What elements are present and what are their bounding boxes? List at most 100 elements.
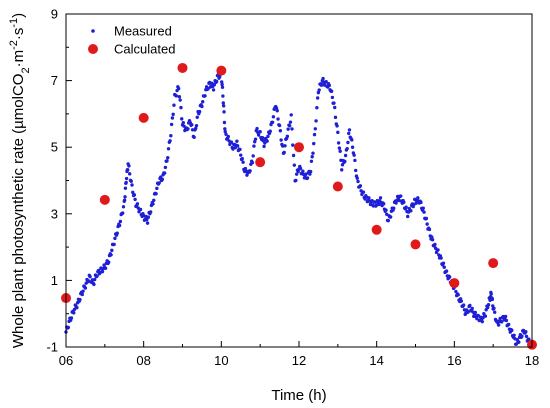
measured-point [110, 248, 114, 253]
measured-point [103, 266, 108, 270]
x-axis-label: Time (h) [271, 387, 326, 404]
measured-point [316, 90, 321, 95]
measured-point [330, 95, 335, 100]
measured-point [461, 303, 466, 307]
measured-point [473, 310, 477, 315]
measured-point [439, 256, 443, 260]
measured-point [333, 115, 338, 120]
measured-point [124, 176, 129, 181]
measured-point [489, 292, 493, 296]
legend-measured-marker [91, 29, 95, 33]
measured-point [162, 171, 167, 175]
measured-point [107, 260, 111, 264]
measured-point [433, 242, 437, 247]
y-axis-label-sup: -1 [8, 18, 20, 28]
measured-point [377, 202, 381, 207]
measured-point [425, 222, 429, 226]
measured-point [317, 88, 321, 92]
measured-point [286, 127, 290, 131]
measured-point [152, 198, 156, 203]
measured-point [203, 94, 207, 98]
measured-point [157, 181, 161, 185]
measured-point [81, 289, 85, 293]
measured-point [248, 169, 252, 173]
measured-point [222, 110, 226, 114]
measured-point [340, 163, 345, 167]
measured-point [170, 116, 175, 120]
measured-point [126, 168, 130, 172]
measured-point [109, 253, 113, 257]
measured-point [422, 210, 426, 214]
measured-point [72, 307, 77, 312]
measured-point [270, 120, 275, 124]
measured-point [347, 128, 352, 132]
measured-point [181, 120, 185, 125]
measured-point [350, 138, 354, 142]
y-axis-label-sup: -2 [8, 40, 20, 50]
measured-point [490, 297, 495, 302]
measured-point [268, 129, 272, 133]
measured-point [292, 163, 297, 167]
measured-point [419, 200, 423, 205]
measured-point [294, 172, 299, 176]
measured-point [69, 316, 74, 320]
measured-point [354, 168, 358, 173]
measured-point [241, 160, 245, 164]
measured-point [88, 274, 92, 279]
measured-point [517, 340, 521, 344]
measured-point [287, 124, 292, 128]
legend-calculated-marker [88, 44, 98, 54]
axes: 06 08 10 12 14 16 18 -1 1 3 5 7 9 [46, 7, 539, 369]
measured-point [347, 131, 351, 136]
measured-point [75, 305, 79, 310]
measured-point [130, 183, 134, 187]
measured-point [404, 205, 408, 209]
measured-point [291, 153, 296, 158]
measured-point [392, 206, 396, 210]
measured-point [475, 316, 479, 321]
measured-point [177, 94, 182, 99]
measured-series [64, 70, 534, 349]
measured-point [409, 209, 413, 213]
measured-point [507, 322, 511, 327]
measured-point [310, 155, 314, 159]
measured-point [93, 277, 97, 282]
measured-point [239, 153, 243, 157]
measured-point [327, 83, 331, 88]
measured-point [496, 323, 501, 327]
measured-point [406, 214, 410, 219]
measured-point [122, 198, 127, 202]
x-tick-label: 12 [292, 353, 306, 368]
measured-point [123, 195, 127, 199]
measured-point [527, 337, 531, 341]
measured-point [315, 96, 320, 100]
measured-point [138, 207, 143, 212]
measured-point [298, 166, 303, 171]
measured-point [294, 178, 298, 183]
measured-point [243, 166, 248, 171]
measured-point [235, 144, 240, 148]
measured-point [154, 192, 158, 196]
y-axis-label-part: ·s [10, 28, 27, 41]
measured-point [112, 242, 116, 247]
measured-point [486, 303, 491, 307]
measured-point [200, 100, 205, 104]
measured-point [345, 146, 349, 151]
measured-point [182, 124, 186, 128]
measured-point [168, 139, 172, 143]
legend: Measured Calculated [88, 24, 175, 57]
measured-point [338, 149, 342, 153]
measured-point [343, 153, 348, 158]
measured-point [514, 342, 519, 346]
y-axis-label: Whole plant photosynthetic rate (µmolCO2… [8, 13, 32, 348]
measured-point [92, 282, 96, 287]
measured-point [127, 164, 131, 168]
measured-point [321, 76, 325, 81]
measured-point [115, 231, 119, 235]
measured-point [352, 153, 356, 157]
measured-point [394, 201, 398, 205]
measured-point [195, 115, 199, 120]
calculated-point [138, 112, 149, 123]
measured-point [174, 94, 178, 98]
